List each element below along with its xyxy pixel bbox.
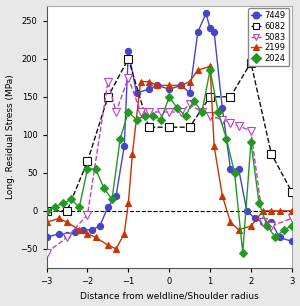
- Y-axis label: Long. Residual Stress (MPa): Long. Residual Stress (MPa): [6, 74, 15, 199]
- X-axis label: Distance from weldline/Shoulder radius: Distance from weldline/Shoulder radius: [80, 291, 259, 300]
- Legend: 7449, 6082, 5083, 2199, 2024: 7449, 6082, 5083, 2199, 2024: [248, 8, 289, 66]
